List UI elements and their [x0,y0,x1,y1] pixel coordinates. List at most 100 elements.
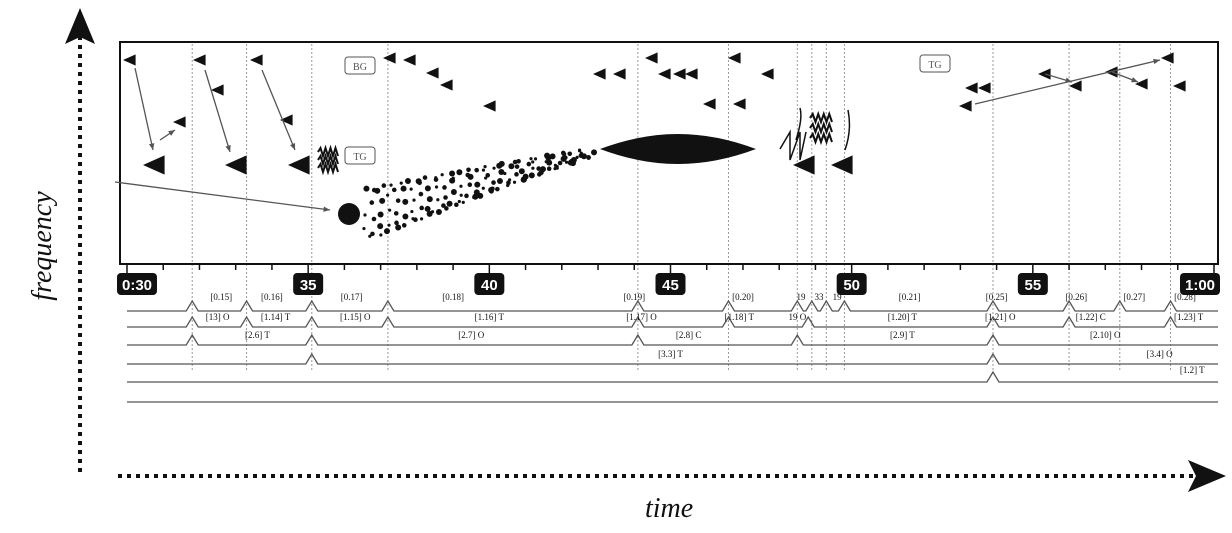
time-tick-box [655,273,686,295]
small-event-triangle [645,52,658,64]
small-event-triangle [978,82,991,94]
motion-arrowhead [168,130,175,136]
motion-arrow [261,69,296,151]
annotation-track-line [127,333,1218,346]
motion-arrow [134,67,154,151]
motion-arrow [114,181,331,211]
dot-cluster-point [580,153,587,160]
large-event-triangle [793,155,815,175]
zigzag-texture [809,110,833,126]
dot-cluster-point [533,157,538,161]
dot-cluster-point [555,164,559,169]
dot-cluster-point [516,158,521,164]
small-event-triangle [1069,80,1082,92]
dot-cluster-point [449,170,456,177]
dot-cluster-point [560,150,566,156]
dot-cluster-point [484,176,488,180]
zigzag-texture [809,120,833,136]
dot-cluster-point [424,185,431,192]
dot-cluster-point [409,187,413,191]
motion-arrowhead [148,143,155,150]
time-tick-label: 55 [1024,277,1041,294]
dot-cluster-point [412,198,416,202]
dot-cluster-point [483,165,487,169]
time-tick-box [117,273,157,295]
time-tick-label: 45 [662,277,679,294]
dot-cluster-point [369,200,375,205]
small-event-triangle [965,82,978,94]
dot-cluster-point [575,155,579,159]
annotation-label: [0.16] [261,292,283,302]
dot-cluster-point [377,211,384,218]
small-event-triangle [673,68,686,80]
dot-cluster-point [529,157,533,161]
box-tag [344,146,376,165]
dot-cluster-point [383,228,390,235]
dot-cluster-point [512,159,518,165]
annotation-label: [1.23] T [1174,312,1204,322]
time-tick-box [474,273,505,295]
annotation-label: [2.8] C [676,330,702,340]
dot-cluster-point [381,183,387,188]
zigzag-texture [317,152,339,168]
time-tick-label: 1:00 [1185,277,1215,294]
dot-cluster-point [389,183,393,187]
motion-arrow [204,69,231,153]
motion-arrowhead [323,206,330,212]
dot-cluster-point [379,197,386,204]
annotation-label: [0.15] [210,292,232,302]
small-event-triangle [173,116,186,128]
motion-arrowhead [290,143,296,150]
annotation-label: [1.21] O [985,312,1016,322]
large-dot [338,203,360,225]
dot-cluster-point [394,220,399,226]
small-event-triangle [1173,80,1186,92]
dot-cluster-point [544,160,548,164]
small-event-triangle [1038,68,1051,80]
dot-cluster-point [387,223,391,227]
small-event-triangle [658,68,671,80]
dot-cluster-point [459,193,463,197]
dot-cluster-point [485,172,491,178]
dot-cluster-point [388,208,392,212]
dot-cluster-point [521,176,528,183]
annotation-label: 19 [833,292,843,302]
dot-cluster-point [410,209,414,214]
time-tick-box [836,273,867,295]
dot-cluster-point [434,176,438,180]
small-event-triangle [685,68,698,80]
annotation-label: [1.22] C [1076,312,1106,322]
small-event-triangle [280,114,293,126]
small-event-triangle [403,54,416,66]
annotation-label: [1.17] O [626,312,657,322]
dot-cluster-point [418,191,424,197]
dot-cluster-point [362,226,366,231]
annotation-label: 19 [796,292,806,302]
dot-cluster-point [395,198,401,203]
small-event-triangle [483,100,496,112]
large-event-triangle [143,155,165,175]
dot-cluster-point [363,185,370,192]
dot-cluster-point [567,151,573,157]
dot-cluster-point [496,178,503,185]
dot-cluster-point [536,166,541,171]
comb-texture [779,129,807,161]
dot-cluster-point [586,155,591,160]
annotation-label: [2.7] O [458,330,484,340]
dot-cluster-point [363,213,367,217]
annotation-label: [2.9] T [890,330,915,340]
time-tick-box [293,273,324,295]
dot-cluster-point [467,182,473,187]
dot-cluster-point [449,177,456,184]
small-event-triangle [959,100,972,112]
annotation-label: [1.18] T [725,312,755,322]
annotation-label: [0.17] [341,292,363,302]
dot-cluster-point [491,180,496,185]
frequency-axis-arrowhead [65,8,95,44]
dot-cluster-point [518,168,525,175]
dot-cluster-point [489,189,494,194]
annotation-label: [0.27] [1123,292,1145,302]
dot-cluster-point [514,172,519,177]
dot-cluster-point [404,178,411,185]
